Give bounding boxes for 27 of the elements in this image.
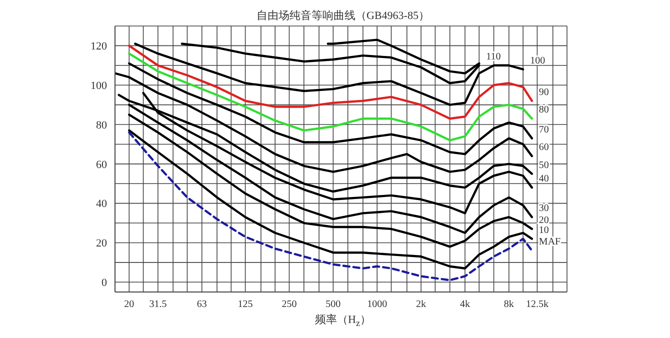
x-tick-label: 125 <box>238 299 253 310</box>
series-label: 40 <box>538 174 549 185</box>
x-tick-label: 500 <box>326 299 341 310</box>
y-tick-label: 120 <box>90 40 108 53</box>
x-tick-label: 8k <box>504 299 514 310</box>
y-tick-label: 80 <box>96 119 108 132</box>
x-tick-label: 31.5 <box>149 299 167 310</box>
series-label: 30 <box>538 203 549 214</box>
y-tick-label: 40 <box>96 198 108 210</box>
y-tick-label: 0 <box>102 277 108 290</box>
y-tick-label: 60 <box>96 158 108 171</box>
y-tick-label: 100 <box>90 80 108 92</box>
x-tick-label: 12.5k <box>526 299 548 310</box>
y-tick-label: 20 <box>96 238 108 250</box>
x-tick-label: 2k <box>416 299 426 310</box>
x-tick-label: 20 <box>124 299 134 310</box>
series-label: 80 <box>538 104 549 116</box>
chart-title: 自由场纯音等响曲线（GB4963-85） <box>256 8 430 23</box>
x-tick-label: 1000 <box>367 299 388 310</box>
series-label: 70 <box>538 124 549 136</box>
series-label: 10 <box>538 224 549 236</box>
x-tick-label: 4k <box>460 299 470 310</box>
series-label: 60 <box>538 142 549 154</box>
x-tick-label: 63 <box>196 299 207 310</box>
x-axis-title: 频率（H$_{z}$） <box>314 312 372 328</box>
x-tick-label: 250 <box>282 299 297 310</box>
series-label: 90 <box>538 86 549 98</box>
